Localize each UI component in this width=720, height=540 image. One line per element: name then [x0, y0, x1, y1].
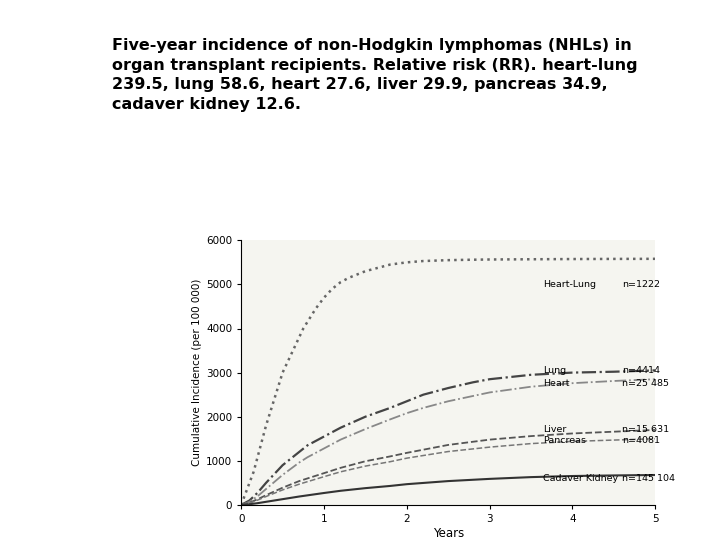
- Text: Heart: Heart: [544, 379, 570, 388]
- Text: Pancreas: Pancreas: [544, 436, 586, 445]
- Text: Five-year incidence of non-Hodgkin lymphomas (NHLs) in
organ transplant recipien: Five-year incidence of non-Hodgkin lymph…: [112, 38, 637, 112]
- Text: n=15 631: n=15 631: [622, 426, 669, 434]
- Text: Source: Am J Transplant © 2004 Blackwell Publishing: Source: Am J Transplant © 2004 Blackwell…: [477, 504, 717, 512]
- Text: n=145 104: n=145 104: [622, 474, 675, 483]
- Text: n=25 485: n=25 485: [622, 379, 669, 388]
- Text: n=4414: n=4414: [622, 366, 660, 375]
- Text: Liver: Liver: [544, 426, 567, 434]
- X-axis label: Years: Years: [433, 526, 464, 539]
- Text: Medscape®: Medscape®: [127, 222, 204, 235]
- Text: Cadaver Kidney: Cadaver Kidney: [544, 474, 618, 483]
- Text: www.medscape.com: www.medscape.com: [336, 224, 444, 234]
- Text: Heart-Lung: Heart-Lung: [544, 280, 596, 289]
- Y-axis label: Cumulative Incidence (per 100 000): Cumulative Incidence (per 100 000): [192, 279, 202, 466]
- Text: Lung: Lung: [544, 366, 567, 375]
- Text: n=1222: n=1222: [622, 280, 660, 289]
- Text: n=4081: n=4081: [622, 436, 660, 445]
